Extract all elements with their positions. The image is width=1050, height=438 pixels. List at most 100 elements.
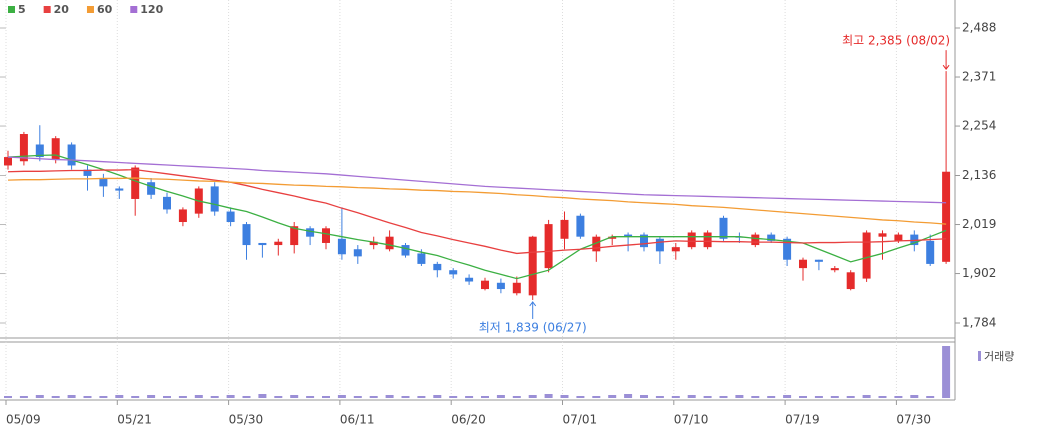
candle-body (433, 263, 442, 271)
volume-bar (163, 396, 171, 398)
volume-bar (210, 396, 219, 398)
y-tick-label: 1,902 (962, 266, 996, 280)
moving-average-line (7, 154, 947, 280)
volume-legend-swatch (978, 351, 981, 361)
volume-bar (67, 395, 76, 398)
candle-body (369, 241, 378, 246)
candle-body (942, 171, 951, 262)
volume-bar (926, 396, 935, 398)
candle-body (576, 215, 585, 237)
candle-body (19, 134, 28, 162)
volume-bar (115, 395, 124, 398)
candle-body (401, 245, 410, 256)
moving-average-line (7, 177, 947, 225)
candle-body (242, 224, 251, 246)
candle-body (719, 217, 728, 239)
annotation-arrowhead (942, 64, 950, 70)
candle-body (496, 282, 505, 290)
volume-legend-label: 거래량 (984, 350, 1014, 363)
candle-body (83, 169, 92, 176)
volume-bar (799, 396, 807, 398)
volume-bar (894, 396, 903, 398)
volume-bar (544, 394, 553, 398)
volume-bar (560, 395, 569, 398)
candle-body (655, 238, 664, 252)
volume-bar (910, 395, 919, 398)
volume-bar (131, 396, 140, 398)
y-tick-label: 2,019 (962, 217, 996, 231)
candle-body (465, 277, 474, 282)
candle-body (640, 234, 648, 248)
volume-bar (417, 396, 426, 398)
candle-body (337, 238, 346, 255)
volume-bar (846, 396, 855, 398)
candle-body (814, 259, 823, 262)
volume-bar (4, 396, 12, 398)
volume-bar (147, 395, 156, 398)
candle-body (592, 236, 601, 252)
y-tick-label: 1,784 (962, 316, 996, 330)
candle-body (35, 144, 44, 158)
candle-body (751, 234, 760, 246)
candle-body (528, 236, 537, 296)
volume-bar (703, 396, 712, 398)
candle-body (67, 144, 76, 166)
candle-body (608, 236, 617, 239)
volume-bar (592, 396, 601, 398)
x-tick-label: 06/11 (340, 413, 375, 427)
candle-body (481, 280, 489, 290)
volume-bar (449, 396, 458, 398)
volume-bar (19, 396, 28, 398)
y-tick-label: 2,371 (962, 70, 996, 84)
candle-body (226, 211, 235, 223)
volume-bar (433, 395, 442, 398)
volume-bar (751, 396, 760, 398)
candle-body (163, 196, 171, 210)
x-tick-label: 06/20 (451, 413, 486, 427)
volume-bar (465, 396, 474, 398)
volume-bar (576, 396, 585, 398)
x-tick-label: 07/19 (785, 413, 820, 427)
volume-bar (671, 396, 680, 398)
volume-bar (496, 395, 505, 398)
volume-bar (369, 396, 378, 398)
candle-body (131, 167, 140, 199)
candle-body (353, 249, 362, 257)
volume-bar (830, 396, 839, 398)
x-tick-label: 05/09 (6, 413, 41, 427)
annotation-arrowhead (529, 301, 537, 307)
volume-bar (194, 395, 203, 398)
candle-body (274, 241, 283, 246)
y-tick-label: 2,488 (962, 21, 996, 35)
candle-body (878, 233, 887, 237)
volume-bar (306, 396, 315, 398)
volume-bar (608, 395, 617, 398)
legend-swatch (8, 6, 15, 13)
candle-body (783, 238, 792, 260)
volume-bar (353, 396, 362, 398)
y-tick-label: 2,254 (962, 119, 996, 133)
candle-body (703, 232, 712, 248)
volume-bar (624, 394, 633, 398)
candle-body (306, 228, 315, 237)
volume-bar (51, 396, 60, 398)
volume-bar (719, 396, 728, 398)
volume-bar (640, 395, 648, 398)
candle-body (544, 224, 553, 269)
volume-bar (767, 396, 776, 398)
x-tick-label: 05/30 (229, 413, 264, 427)
volume-bar (290, 395, 299, 398)
candle-body (385, 236, 394, 250)
volume-bar (687, 395, 696, 398)
volume-bar (735, 395, 744, 398)
candle-body (417, 253, 426, 264)
x-tick-label: 07/10 (674, 413, 709, 427)
candle-body (449, 270, 458, 275)
volume-bar (401, 396, 410, 398)
annotation: 최고 2,385 (08/02) (842, 34, 950, 48)
candle-body (147, 182, 156, 195)
candle-body (290, 226, 299, 246)
candle-body (560, 219, 569, 239)
volume-bar (258, 394, 267, 398)
